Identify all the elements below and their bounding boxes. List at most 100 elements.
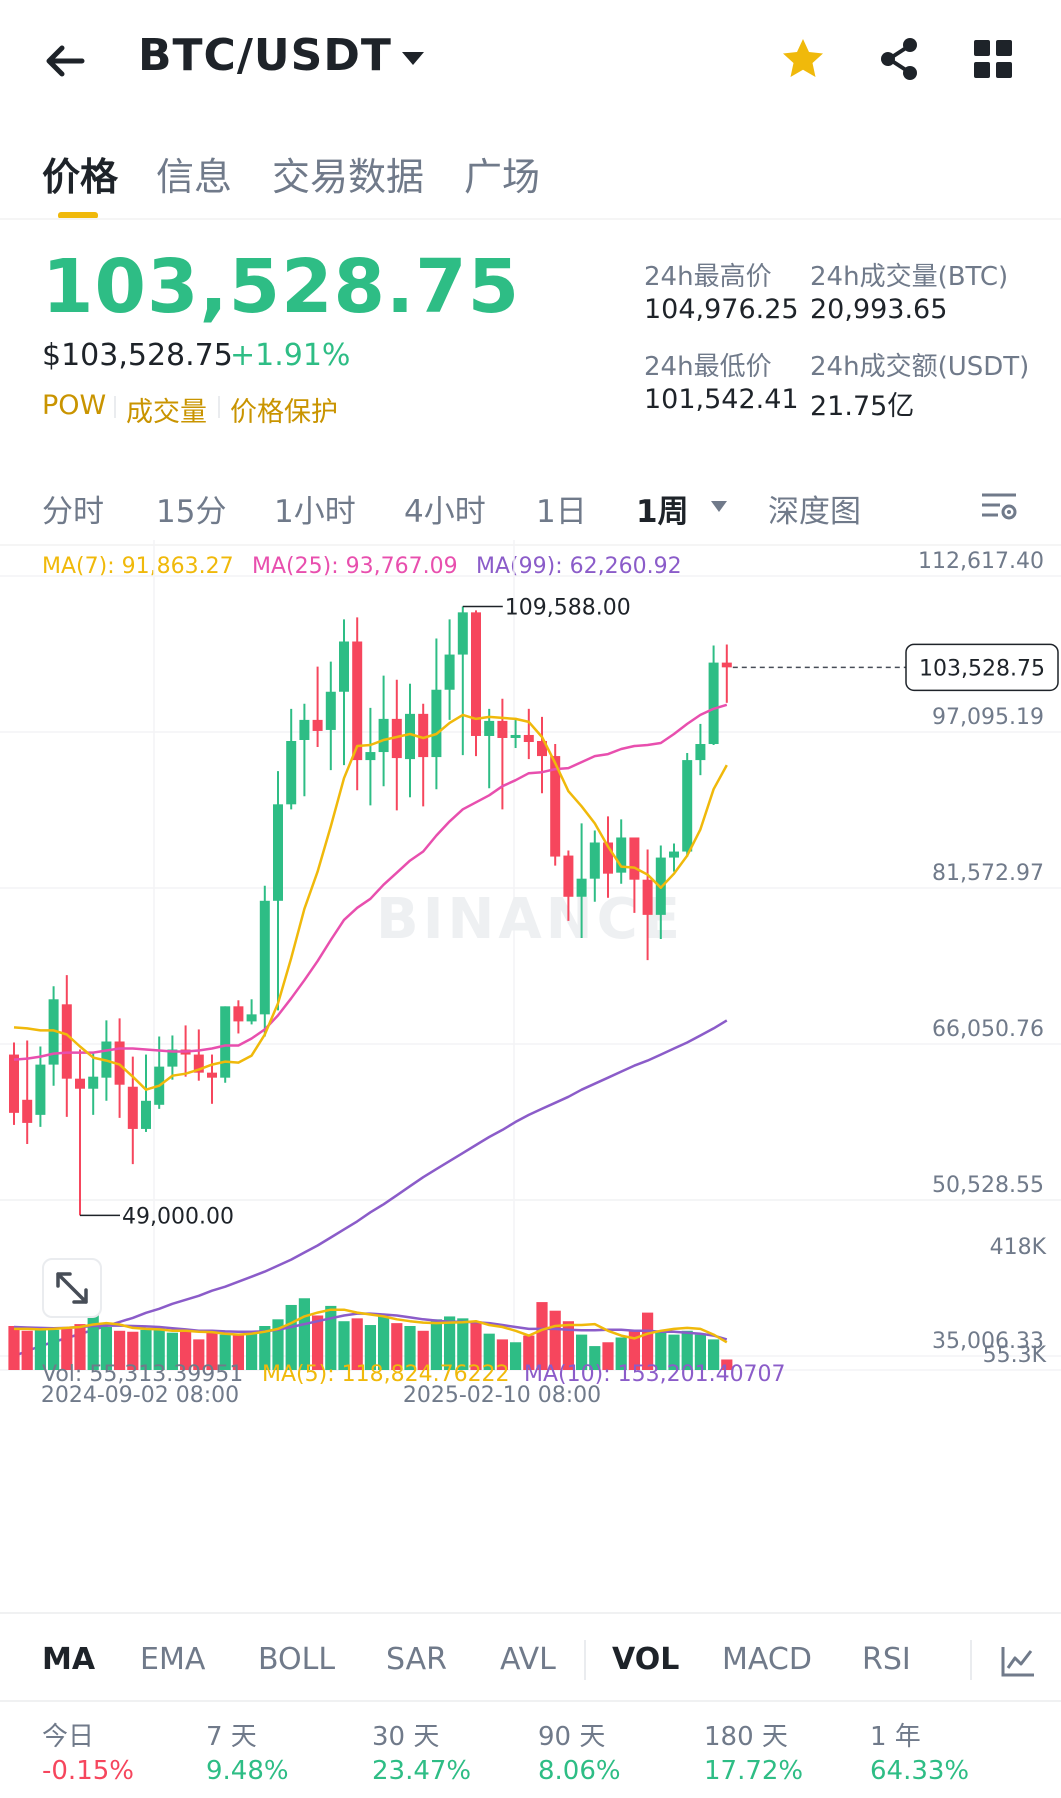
candle-body: [114, 1041, 125, 1085]
volume-bar: [708, 1339, 720, 1370]
candle: [444, 619, 455, 720]
indicator-ma[interactable]: MA: [42, 1642, 96, 1677]
chart-settings-icon[interactable]: [980, 490, 1018, 524]
indicator-separator: [970, 1640, 972, 1680]
volume-bar: [153, 1326, 165, 1370]
candle: [418, 703, 429, 807]
tag-volume[interactable]: 成交量: [126, 397, 207, 428]
tag-pow[interactable]: POW: [42, 390, 107, 421]
volume-bar: [655, 1330, 667, 1370]
dropdown-caret-icon[interactable]: [400, 48, 426, 68]
stat-low-label: 24h最低价: [644, 352, 772, 382]
candle: [669, 843, 679, 872]
candle: [629, 837, 640, 913]
tag-price-protection[interactable]: 价格保护: [230, 397, 338, 428]
ma25-legend: MA(25): 93,767.09: [252, 554, 458, 579]
ma7-legend: MA(7): 91,863.27: [42, 554, 234, 579]
interval-15m[interactable]: 15分: [156, 494, 227, 530]
star-icon[interactable]: [780, 36, 826, 82]
ma7-line: [13, 713, 728, 1091]
indicator-ema[interactable]: EMA: [140, 1642, 206, 1677]
interval-dropdown-icon[interactable]: [710, 500, 728, 513]
tag-separator: [114, 396, 116, 418]
candle: [457, 606, 468, 756]
interval-1h[interactable]: 1小时: [274, 494, 356, 530]
volume-bar: [338, 1321, 350, 1370]
interval-1w[interactable]: 1周: [636, 494, 689, 530]
candle: [603, 816, 613, 898]
back-arrow-icon[interactable]: [40, 36, 90, 86]
indicator-avl[interactable]: AVL: [500, 1642, 556, 1677]
candle: [154, 1036, 165, 1109]
tag-separator: [218, 396, 220, 418]
indicator-macd[interactable]: MACD: [722, 1642, 812, 1677]
tab-square[interactable]: 广场: [464, 155, 541, 199]
price-axis-label: 66,050.76: [932, 1017, 1044, 1042]
perf-value-7d: 9.48%: [206, 1756, 289, 1786]
stat-vol-usdt-label: 24h成交额(USDT): [810, 352, 1030, 382]
tab-price[interactable]: 价格: [42, 155, 119, 199]
tab-trading-data[interactable]: 交易数据: [272, 155, 425, 199]
price-change-percent: +1.91%: [230, 338, 351, 373]
current-price-box: [905, 643, 1059, 692]
interval-1d[interactable]: 1日: [536, 494, 587, 530]
candle: [22, 1040, 33, 1145]
candle: [273, 771, 283, 1011]
candle-body: [391, 718, 402, 759]
price-axis-label: 97,095.19: [932, 705, 1044, 730]
volume-bar: [114, 1330, 126, 1370]
interval-time[interactable]: 分时: [42, 494, 104, 530]
volume-axis-label: 418K: [990, 1235, 1047, 1260]
candle-body: [339, 641, 349, 692]
volume-bar: [351, 1318, 363, 1370]
stat-high-value: 104,976.25: [644, 294, 799, 325]
candle-body: [141, 1100, 151, 1129]
grid-menu-icon[interactable]: [972, 38, 1014, 80]
kline-chart[interactable]: BINANCE 112,617.40 97,095.19 81,572.97 66,0…: [0, 540, 1061, 1605]
last-price: 103,528.75: [42, 244, 521, 330]
volume-bar: [642, 1312, 654, 1370]
candle-body: [457, 612, 468, 655]
price-axis-label: 50,528.55: [932, 1173, 1044, 1198]
candle: [563, 850, 574, 921]
interval-depth-chart[interactable]: 深度图: [768, 494, 861, 530]
candle: [510, 717, 521, 749]
candle-body: [695, 744, 706, 761]
indicator-sar[interactable]: SAR: [386, 1642, 447, 1677]
candle-body: [576, 878, 587, 897]
candle: [35, 1046, 46, 1127]
vol-legend: Vol: 55,313.39951: [42, 1362, 244, 1387]
tab-info[interactable]: 信息: [156, 155, 233, 199]
candle-body: [88, 1076, 99, 1089]
volume-bar: [694, 1334, 706, 1370]
current-price-line: 103,528.75: [732, 643, 1059, 692]
candle-body: [193, 1054, 204, 1073]
divider: [0, 1612, 1061, 1614]
volume-bar: [721, 1359, 733, 1370]
perf-value-1y: 64.33%: [870, 1756, 970, 1786]
perf-label-30d: 30 天: [372, 1722, 440, 1752]
candle: [616, 819, 627, 884]
volume-bar: [562, 1321, 574, 1370]
candle: [61, 975, 72, 1117]
fullscreen-button[interactable]: [42, 1258, 102, 1318]
volume-bar: [48, 1329, 60, 1370]
indicator-vol[interactable]: VOL: [612, 1642, 680, 1677]
interval-4h[interactable]: 4小时: [404, 494, 486, 530]
candle: [497, 698, 508, 810]
candle-body: [246, 1014, 257, 1022]
indicator-boll[interactable]: BOLL: [258, 1642, 336, 1677]
volume-bar: [272, 1319, 284, 1370]
candle-body: [589, 842, 600, 879]
candle-body: [22, 1099, 33, 1123]
share-icon[interactable]: [876, 36, 922, 82]
price-axis-label: 35,006.33: [932, 1329, 1044, 1354]
volume-bar: [193, 1339, 205, 1370]
chart-type-icon[interactable]: [1000, 1644, 1036, 1678]
candle-body: [510, 734, 521, 738]
indicator-rsi[interactable]: RSI: [862, 1642, 911, 1677]
pair-title[interactable]: BTC/USDT: [138, 30, 392, 81]
candle-body: [431, 689, 442, 758]
volume-bar: [628, 1330, 640, 1370]
volume-bars: [8, 1298, 733, 1370]
